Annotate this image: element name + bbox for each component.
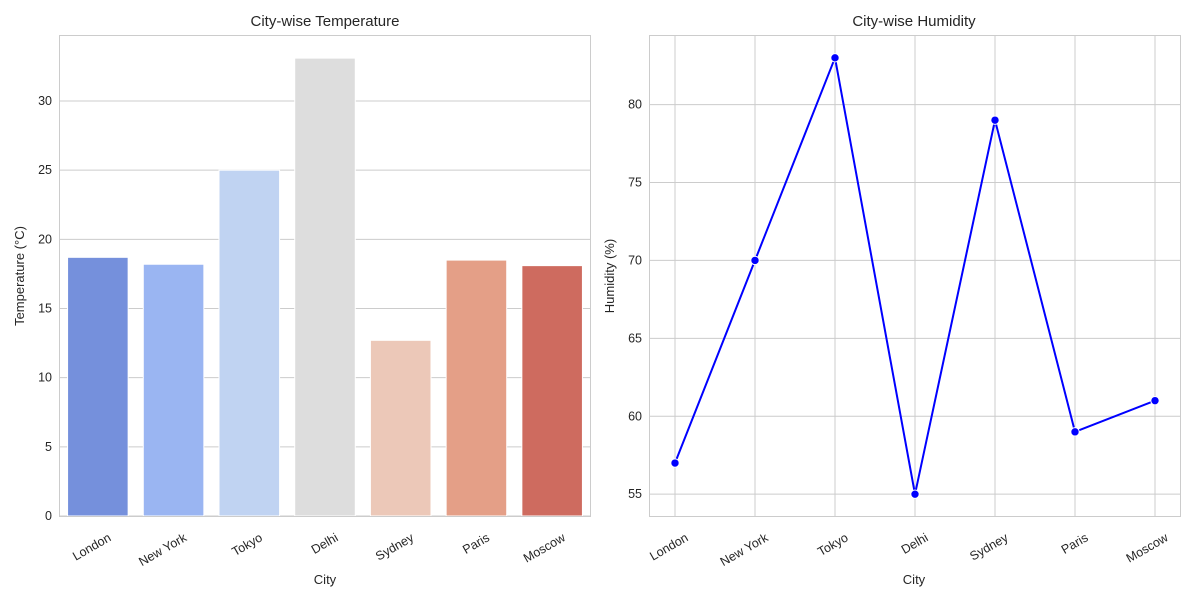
y-axis-label: Humidity (%) bbox=[602, 239, 617, 313]
y-tick-label: 25 bbox=[38, 163, 52, 177]
point-delhi bbox=[910, 489, 920, 499]
y-axis-label: Temperature (°C) bbox=[12, 226, 27, 326]
x-tick-label: Paris bbox=[460, 530, 492, 556]
x-tick-label: London bbox=[647, 530, 690, 563]
bar-delhi bbox=[294, 57, 356, 517]
x-axis-label: City bbox=[314, 572, 337, 587]
x-tick-label: Sydney bbox=[373, 530, 417, 563]
y-tick-label: 80 bbox=[628, 98, 642, 112]
y-tick-label: 30 bbox=[38, 94, 52, 108]
chart-title: City-wise Temperature bbox=[251, 13, 400, 30]
y-tick-label: 5 bbox=[45, 440, 52, 454]
point-tokyo bbox=[830, 53, 840, 63]
point-new-york bbox=[750, 255, 760, 266]
plot-frame bbox=[59, 35, 591, 517]
x-tick-label: Tokyo bbox=[230, 530, 265, 558]
x-tick-label: London bbox=[70, 530, 113, 563]
y-tick-label: 55 bbox=[628, 487, 642, 501]
y-tick-label: 20 bbox=[38, 232, 52, 246]
x-tick-label: New York bbox=[136, 530, 189, 569]
x-tick-label: Delhi bbox=[899, 530, 931, 556]
y-tick-label: 75 bbox=[628, 175, 642, 189]
x-tick-label: Delhi bbox=[309, 530, 341, 556]
point-london bbox=[670, 458, 680, 468]
x-tick-label: Moscow bbox=[1124, 530, 1172, 566]
point-sydney bbox=[990, 115, 1000, 125]
bar-paris bbox=[445, 259, 508, 517]
point-moscow bbox=[1150, 395, 1160, 406]
bar-tokyo bbox=[218, 169, 281, 517]
bar-london bbox=[67, 256, 129, 517]
x-tick-label: Tokyo bbox=[815, 530, 850, 558]
point-paris bbox=[1070, 427, 1080, 437]
y-tick-label: 70 bbox=[628, 253, 642, 267]
y-tick-label: 60 bbox=[628, 409, 642, 423]
x-tick-label: Sydney bbox=[967, 530, 1011, 563]
y-tick-label: 0 bbox=[45, 509, 52, 523]
x-axis-label: City bbox=[903, 572, 926, 587]
y-tick-label: 65 bbox=[628, 331, 642, 345]
temperature-bar-chart: 0 5 10 15 20 25 30 London New York Tokyo Delhi Sydn… bbox=[12, 13, 591, 587]
humidity-line-chart: 55 60 65 70 75 80 London New York Tokyo Delhi Sydn… bbox=[602, 13, 1181, 587]
plot-frame bbox=[649, 35, 1181, 517]
y-tick-label: 15 bbox=[38, 302, 52, 316]
y-tick-label: 10 bbox=[38, 371, 52, 385]
x-tick-label: Paris bbox=[1059, 530, 1091, 556]
x-tick-label: New York bbox=[718, 530, 771, 569]
x-tick-label: Moscow bbox=[521, 530, 569, 566]
bar-new-york bbox=[142, 263, 205, 517]
bar-sydney bbox=[369, 339, 432, 517]
chart-title: City-wise Humidity bbox=[852, 13, 976, 30]
bar-moscow bbox=[521, 265, 583, 517]
